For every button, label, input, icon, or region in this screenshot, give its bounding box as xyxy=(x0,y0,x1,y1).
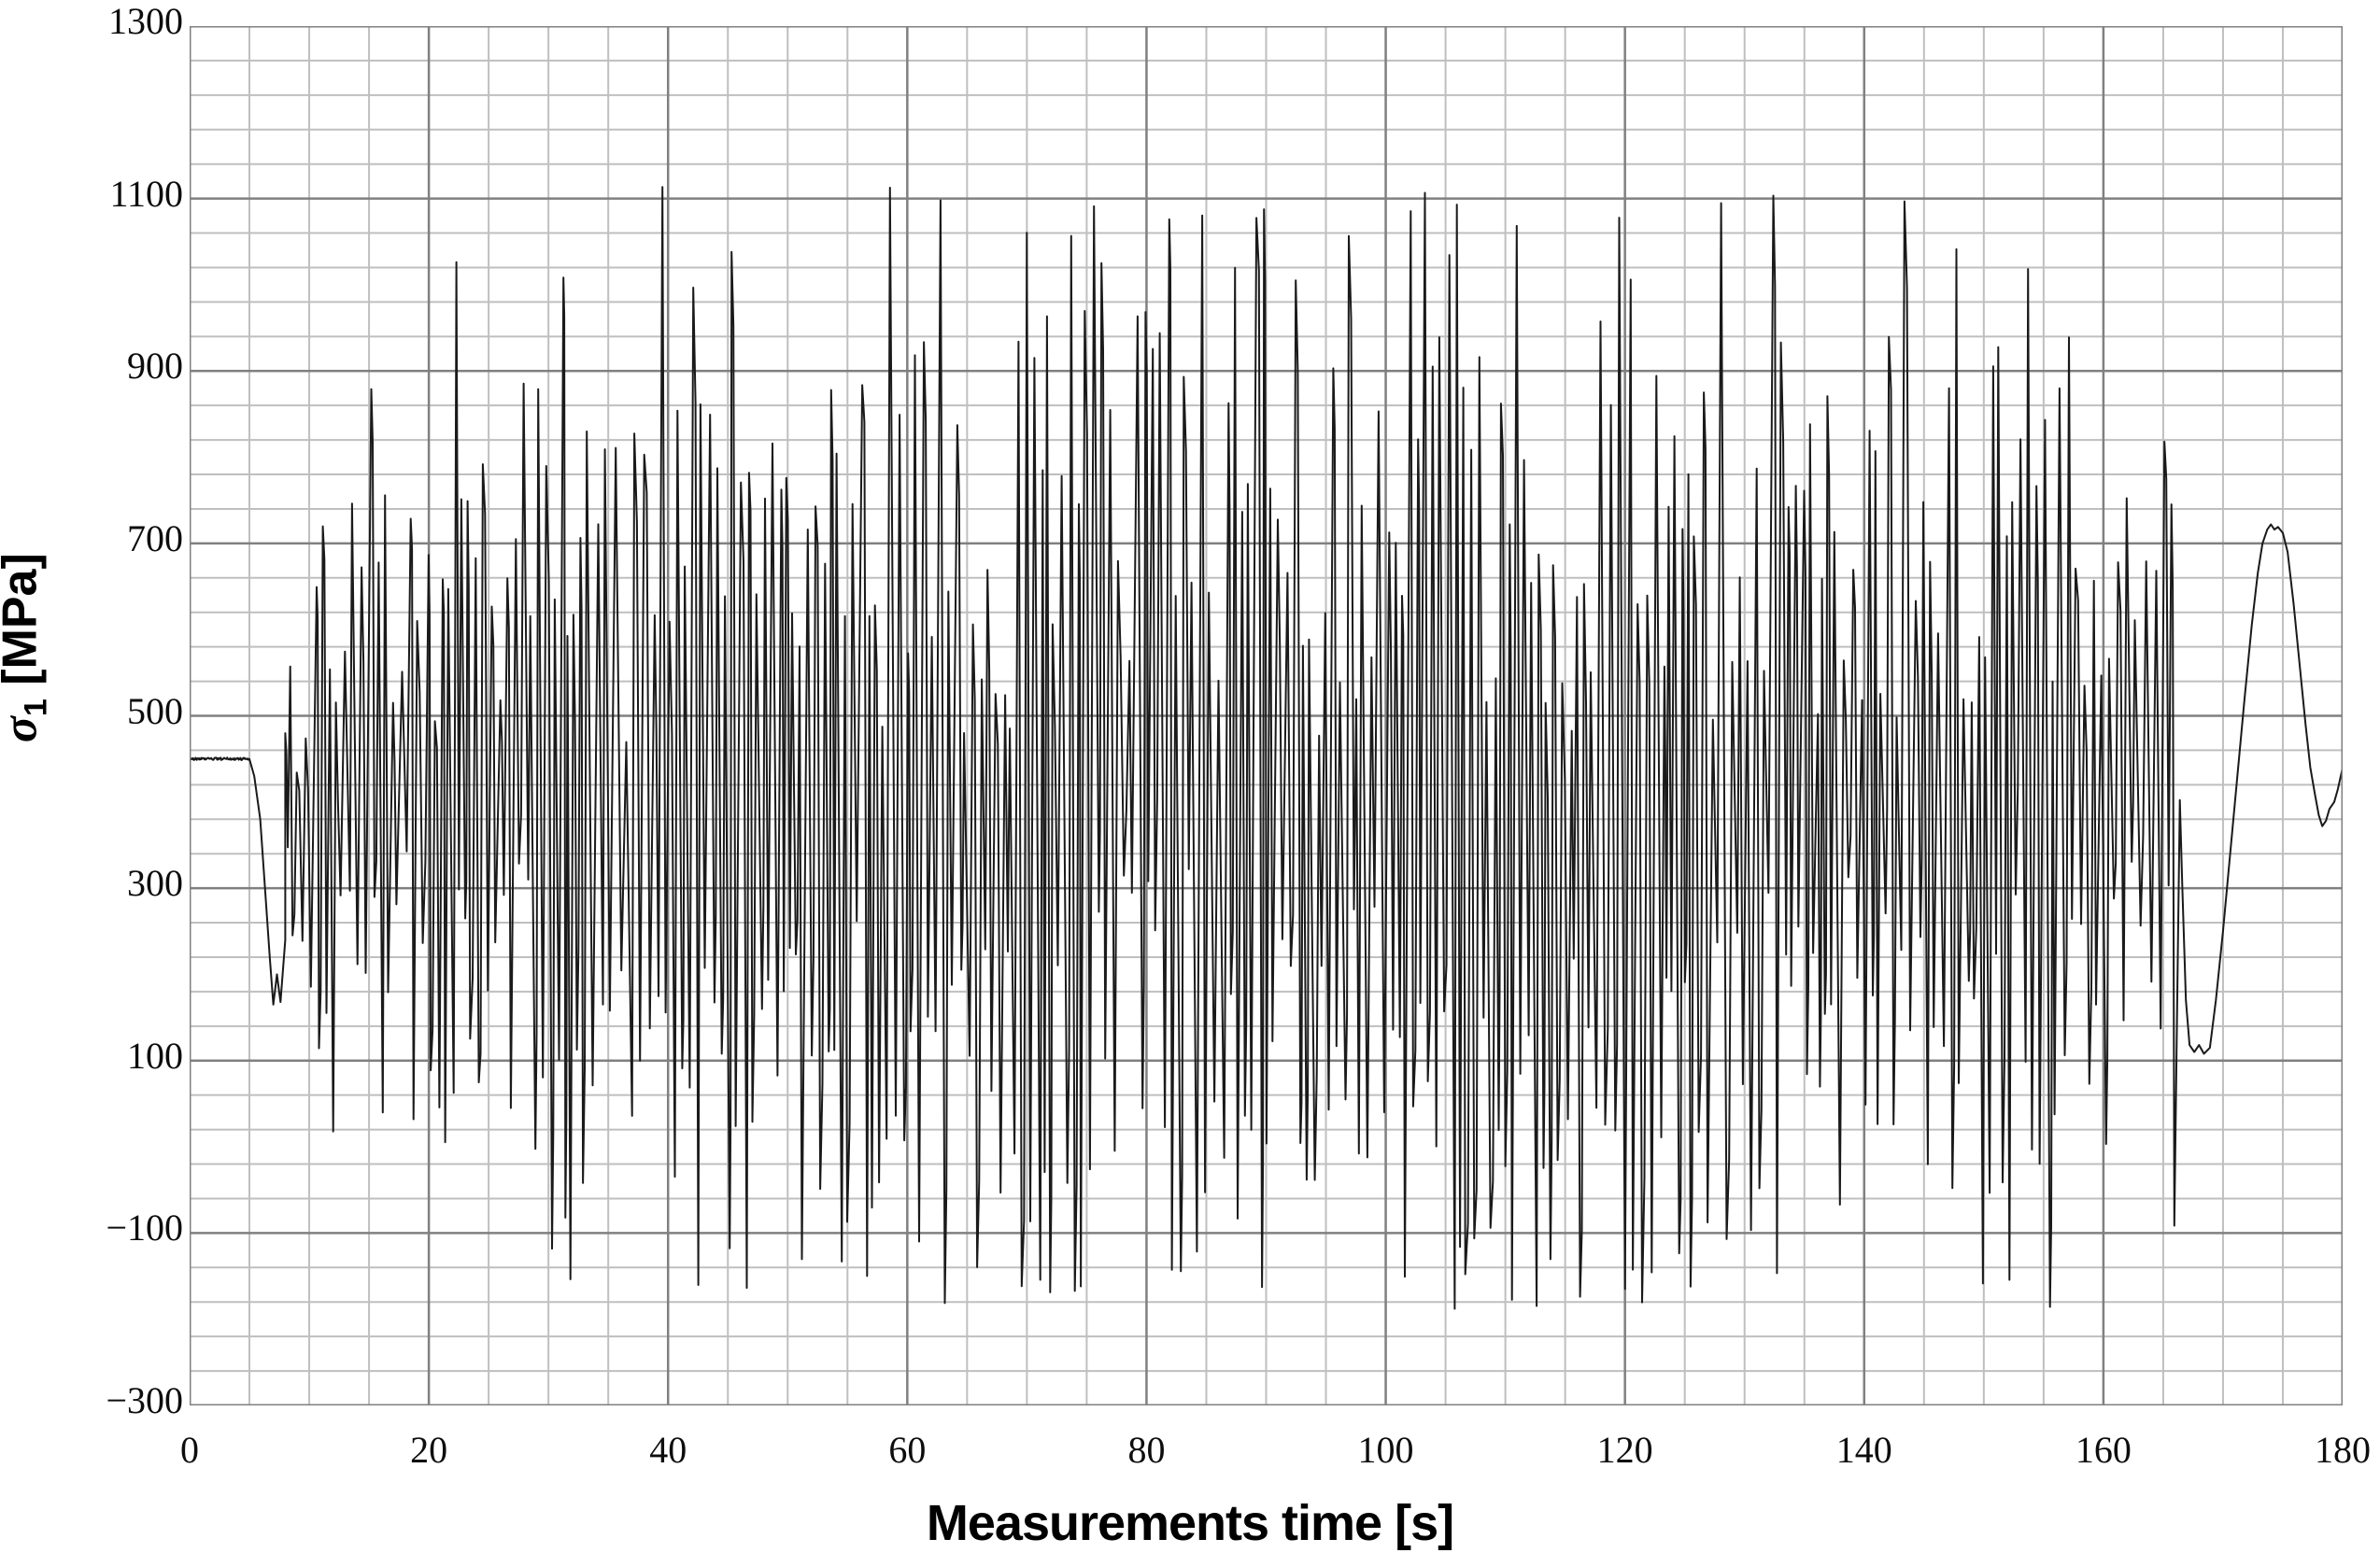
x-tick-label: 180 xyxy=(2315,1429,2371,1471)
plot-area xyxy=(190,26,2343,1405)
x-tick-label: 20 xyxy=(410,1429,448,1471)
data-series-sigma1 xyxy=(190,186,2343,1310)
y-tick-label: 500 xyxy=(127,689,183,732)
y-tick-label: 700 xyxy=(127,516,183,559)
x-axis-title: Measurements time [s] xyxy=(926,1495,1454,1551)
y-axis-tick-labels: −300 −100 100 300 500 700 900 1100 1300 xyxy=(19,0,183,1494)
x-tick-label: 120 xyxy=(1596,1429,1653,1471)
y-axis-title: σ1 [MPa] xyxy=(0,433,55,863)
y-tick-label: 1300 xyxy=(108,0,183,42)
plot-svg xyxy=(190,26,2343,1405)
x-tick-label: 80 xyxy=(1127,1429,1166,1471)
y-tick-label: −100 xyxy=(106,1207,183,1249)
x-tick-label: 100 xyxy=(1357,1429,1414,1471)
x-tick-label: 140 xyxy=(1835,1429,1892,1471)
x-tick-label: 0 xyxy=(180,1429,199,1471)
y-axis-symbol: σ xyxy=(0,716,47,742)
y-tick-label: 1100 xyxy=(109,172,183,215)
x-axis-tick-labels: 0 20 40 60 80 100 120 140 160 180 xyxy=(0,1432,2380,1488)
y-axis-unit: [MPa] xyxy=(0,553,48,685)
y-tick-label: 300 xyxy=(127,862,183,905)
x-tick-label: 40 xyxy=(649,1429,687,1471)
y-tick-label: 900 xyxy=(127,345,183,388)
x-tick-label: 60 xyxy=(888,1429,927,1471)
y-tick-label: −300 xyxy=(106,1379,183,1421)
y-tick-label: 100 xyxy=(127,1034,183,1077)
y-axis-subscript: 1 xyxy=(18,699,54,717)
x-tick-label: 160 xyxy=(2075,1429,2132,1471)
